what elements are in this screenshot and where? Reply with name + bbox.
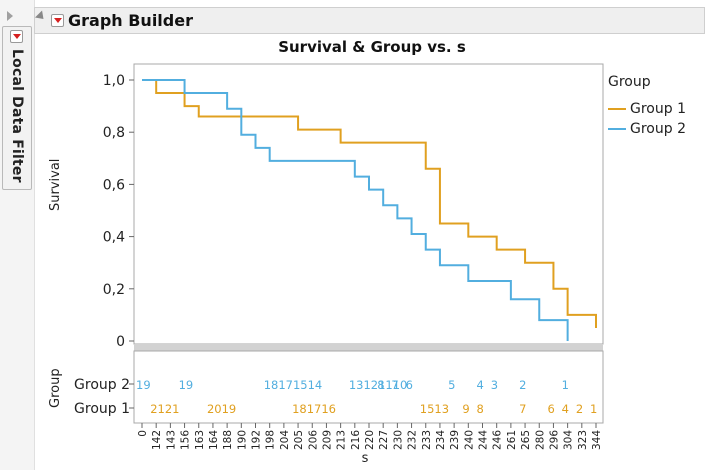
x-tick-label: 296 <box>548 430 560 450</box>
count-label: 8 <box>477 402 484 416</box>
count-label: 8 <box>377 378 384 392</box>
count-label: 1513 <box>420 402 449 416</box>
legend-label: Group 1 <box>630 101 686 117</box>
x-tick-label: 227 <box>378 430 390 450</box>
x-tick-label: 143 <box>165 430 177 450</box>
x-tick-label: 209 <box>321 430 333 450</box>
count-label: 2 <box>519 378 526 392</box>
x-tick-label: 233 <box>421 430 433 450</box>
group-row-label: Group 2 <box>74 377 130 393</box>
group-strip-frame <box>133 350 604 424</box>
local-data-filter-tab[interactable]: Local Data Filter <box>2 26 32 190</box>
x-tick-label: 216 <box>350 430 362 450</box>
legend-label: Group 2 <box>630 121 686 137</box>
graph-builder-title: Graph Builder <box>68 11 193 30</box>
count-label: 1 <box>562 378 569 392</box>
count-label: 19 <box>136 378 151 392</box>
legend-item-group-2[interactable]: Group 2 <box>608 121 686 137</box>
count-label: 181716 <box>292 402 336 416</box>
legend-swatch-group-2 <box>608 128 626 130</box>
outline-expand-icon[interactable] <box>7 11 13 21</box>
legend-item-group-1[interactable]: Group 1 <box>608 101 686 117</box>
count-label: 4 <box>562 402 569 416</box>
count-label: 2019 <box>207 402 236 416</box>
x-tick-label: 213 <box>336 430 348 450</box>
x-tick-label: 156 <box>180 430 192 450</box>
x-axis-label: s <box>361 451 369 466</box>
count-label: 2 <box>576 402 583 416</box>
count-label: 1 <box>590 402 597 416</box>
y-tick-label: 0 <box>116 334 125 350</box>
x-tick-label: 244 <box>478 430 490 450</box>
red-triangle-menu-icon[interactable] <box>51 14 64 27</box>
red-triangle-menu-icon[interactable] <box>10 30 23 43</box>
x-tick-label: 205 <box>293 430 305 450</box>
y-tick-label: 0,4 <box>103 230 125 246</box>
count-label: 19 <box>179 378 194 392</box>
y-tick-label: 0,8 <box>103 125 125 141</box>
count-label: 7 <box>391 378 398 392</box>
count-label: 6 <box>547 402 554 416</box>
x-tick-label: 280 <box>534 430 546 450</box>
x-tick-label: 304 <box>563 430 575 450</box>
x-tick-label: 234 <box>435 430 447 450</box>
count-label: 3 <box>491 378 498 392</box>
local-data-filter-label: Local Data Filter <box>9 49 25 183</box>
series-line-group-1 <box>142 79 597 328</box>
panel-separator <box>134 344 603 351</box>
x-tick-label: 0 <box>137 430 149 437</box>
legend-swatch-group-1 <box>608 108 626 110</box>
y-tick-label: 0,2 <box>103 282 125 298</box>
count-label: 13121110 <box>349 378 408 392</box>
x-tick-label: 239 <box>449 430 461 450</box>
count-label: 5 <box>448 378 455 392</box>
series-line-group-2 <box>142 79 569 341</box>
x-tick-label: 192 <box>251 430 263 450</box>
x-tick-label: 323 <box>577 430 589 450</box>
x-tick-label: 240 <box>463 430 475 450</box>
x-tick-label: 163 <box>194 430 206 450</box>
x-tick-label: 265 <box>520 430 532 450</box>
x-tick-label: 344 <box>591 430 603 450</box>
count-label: 18171514 <box>264 378 323 392</box>
graph-builder-header: Graph Builder <box>34 7 705 34</box>
x-tick-label: 188 <box>222 430 234 450</box>
plot-frame <box>133 63 604 345</box>
x-tick-label: 246 <box>492 430 504 450</box>
y-tick-label: 0,6 <box>103 177 125 193</box>
x-tick-label: 220 <box>364 430 376 450</box>
x-tick-label: 164 <box>208 430 220 450</box>
group-row-label: Group 1 <box>74 401 130 417</box>
x-tick-label: 190 <box>236 430 248 450</box>
x-tick-label: 142 <box>151 430 163 450</box>
x-tick-label: 206 <box>307 430 319 450</box>
x-tick-label: 232 <box>407 430 419 450</box>
count-label: 9 <box>462 402 469 416</box>
x-tick-label: 198 <box>265 430 277 450</box>
count-label: 6 <box>406 378 413 392</box>
x-tick-label: 230 <box>392 430 404 450</box>
count-label: 4 <box>477 378 484 392</box>
count-label: 7 <box>519 402 526 416</box>
chart-title: Survival & Group vs. s <box>278 38 466 56</box>
y-tick-label: 1,0 <box>103 73 125 89</box>
x-tick-label: 204 <box>279 430 291 450</box>
x-tick-label: 261 <box>506 430 518 450</box>
legend-title: Group <box>608 74 651 90</box>
count-label: 2121 <box>150 402 179 416</box>
